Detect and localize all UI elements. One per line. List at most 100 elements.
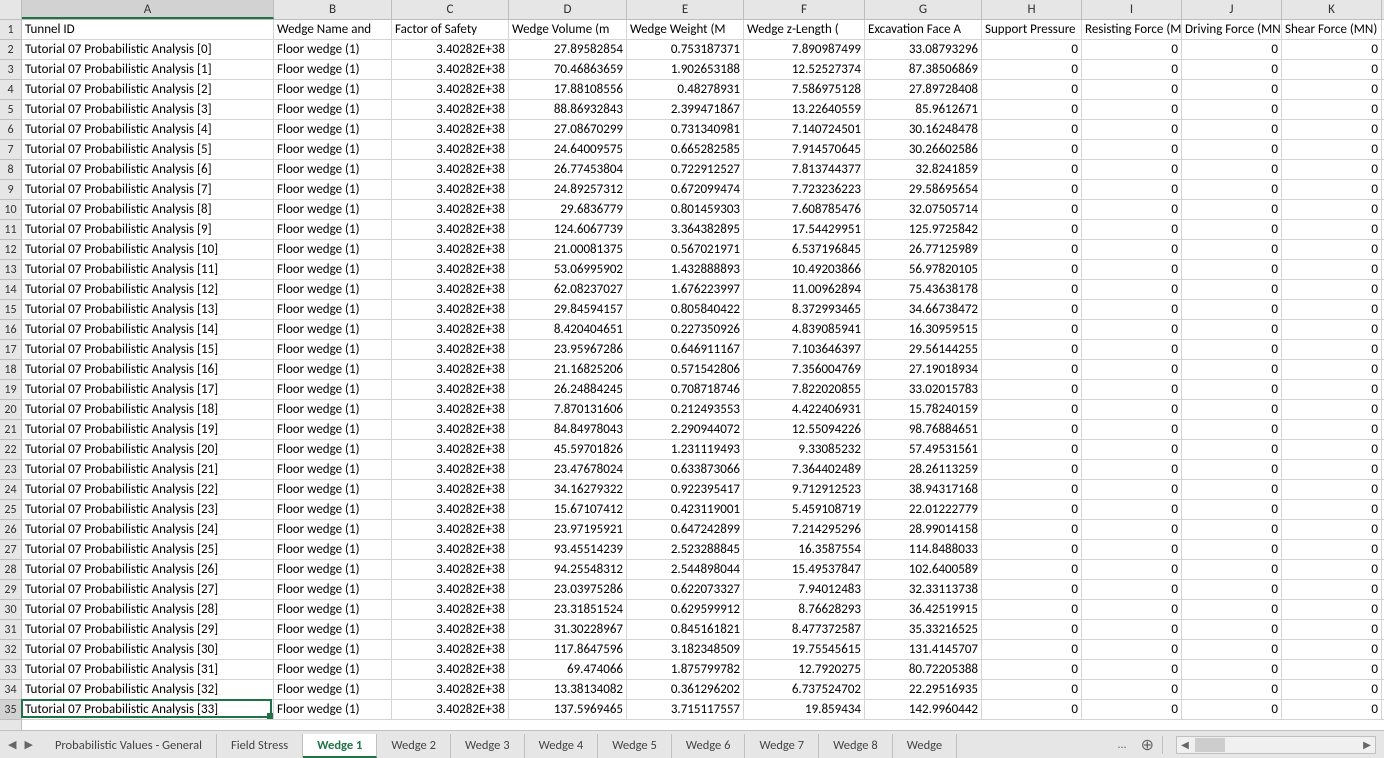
data-cell[interactable]: 0 <box>1182 520 1282 539</box>
row-header[interactable]: 30 <box>0 600 21 620</box>
data-cell[interactable]: 3.40282E+38 <box>392 200 509 219</box>
data-cell[interactable]: Tutorial 07 Probabilistic Analysis [2] <box>22 80 274 99</box>
data-cell[interactable]: 4.422406931 <box>744 400 865 419</box>
data-cell[interactable]: 38.94317168 <box>865 480 982 499</box>
data-cell[interactable]: Tutorial 07 Probabilistic Analysis [0] <box>22 40 274 59</box>
sheet-tab[interactable]: Wedge 4 <box>525 734 599 758</box>
data-cell[interactable]: Tutorial 07 Probabilistic Analysis [26] <box>22 560 274 579</box>
data-cell[interactable]: 102.6400589 <box>865 560 982 579</box>
data-cell[interactable]: Tutorial 07 Probabilistic Analysis [9] <box>22 220 274 239</box>
row-header[interactable]: 24 <box>0 480 21 500</box>
data-cell[interactable]: 2.290944072 <box>627 420 744 439</box>
data-cell[interactable]: 62.08237027 <box>509 280 627 299</box>
data-cell[interactable]: 0 <box>1082 400 1182 419</box>
row-header[interactable]: 9 <box>0 180 21 200</box>
cells-grid[interactable]: Tunnel IDWedge Name andFactor of SafetyW… <box>22 20 1384 730</box>
data-cell[interactable]: Tutorial 07 Probabilistic Analysis [18] <box>22 400 274 419</box>
row-header[interactable]: 14 <box>0 280 21 300</box>
data-cell[interactable]: 0 <box>1082 340 1182 359</box>
data-cell[interactable]: 0 <box>1282 540 1382 559</box>
row-header[interactable]: 1 <box>0 20 21 40</box>
data-cell[interactable]: 53.06995902 <box>509 260 627 279</box>
data-cell[interactable]: 23.95967286 <box>509 340 627 359</box>
row-header[interactable]: 33 <box>0 660 21 680</box>
data-cell[interactable]: 0 <box>1082 120 1182 139</box>
data-cell[interactable]: 3.40282E+38 <box>392 620 509 639</box>
data-cell[interactable]: 0 <box>982 680 1082 699</box>
data-cell[interactable]: 19.859434 <box>744 700 865 719</box>
header-cell[interactable]: Factor of Safety <box>392 20 509 39</box>
row-header[interactable]: 32 <box>0 640 21 660</box>
data-cell[interactable]: 26.77453804 <box>509 160 627 179</box>
data-cell[interactable]: 0 <box>1182 180 1282 199</box>
data-cell[interactable]: Tutorial 07 Probabilistic Analysis [28] <box>22 600 274 619</box>
data-cell[interactable]: 19.75545615 <box>744 640 865 659</box>
row-header[interactable]: 18 <box>0 360 21 380</box>
header-cell[interactable]: Support Pressure <box>982 20 1082 39</box>
row-header[interactable]: 13 <box>0 260 21 280</box>
data-cell[interactable]: Floor wedge (1) <box>274 160 392 179</box>
data-cell[interactable]: Floor wedge (1) <box>274 120 392 139</box>
data-cell[interactable]: 0 <box>1082 140 1182 159</box>
horizontal-scrollbar[interactable]: ◀ ▶ <box>1176 736 1376 754</box>
data-cell[interactable]: 0 <box>1082 360 1182 379</box>
data-cell[interactable]: 12.52527374 <box>744 60 865 79</box>
data-cell[interactable]: 7.103646397 <box>744 340 865 359</box>
data-cell[interactable]: 0 <box>982 100 1082 119</box>
data-cell[interactable]: 0 <box>982 480 1082 499</box>
data-cell[interactable]: 0.845161821 <box>627 620 744 639</box>
data-cell[interactable]: Floor wedge (1) <box>274 60 392 79</box>
data-cell[interactable]: 0 <box>1282 400 1382 419</box>
sheet-tab[interactable]: Wedge <box>893 734 957 758</box>
data-cell[interactable]: Floor wedge (1) <box>274 280 392 299</box>
data-cell[interactable]: 0 <box>1082 60 1182 79</box>
data-cell[interactable]: 0 <box>982 420 1082 439</box>
row-header[interactable]: 7 <box>0 140 21 160</box>
row-header[interactable]: 25 <box>0 500 21 520</box>
data-cell[interactable]: Floor wedge (1) <box>274 640 392 659</box>
select-all-corner[interactable] <box>0 0 22 20</box>
row-header[interactable]: 5 <box>0 100 21 120</box>
data-cell[interactable]: 0 <box>1082 240 1182 259</box>
data-cell[interactable]: 1.432888893 <box>627 260 744 279</box>
data-cell[interactable]: 0 <box>1082 420 1182 439</box>
data-cell[interactable]: 0.423119001 <box>627 500 744 519</box>
data-cell[interactable]: 0 <box>1182 620 1282 639</box>
data-cell[interactable]: 3.364382895 <box>627 220 744 239</box>
data-cell[interactable]: 3.40282E+38 <box>392 120 509 139</box>
data-cell[interactable]: 3.40282E+38 <box>392 560 509 579</box>
data-cell[interactable]: 125.9725842 <box>865 220 982 239</box>
data-cell[interactable]: 29.58695654 <box>865 180 982 199</box>
data-cell[interactable]: 3.40282E+38 <box>392 280 509 299</box>
data-cell[interactable]: 0 <box>1282 600 1382 619</box>
column-header-I[interactable]: I <box>1082 0 1182 19</box>
data-cell[interactable]: 23.97195921 <box>509 520 627 539</box>
data-cell[interactable]: 7.140724501 <box>744 120 865 139</box>
data-cell[interactable]: 12.7920275 <box>744 660 865 679</box>
data-cell[interactable]: Tutorial 07 Probabilistic Analysis [24] <box>22 520 274 539</box>
scroll-right-icon[interactable]: ▶ <box>1359 737 1375 753</box>
data-cell[interactable]: 6.737524702 <box>744 680 865 699</box>
data-cell[interactable]: 0 <box>1182 140 1282 159</box>
sheet-tab[interactable]: Field Stress <box>217 734 303 758</box>
data-cell[interactable]: 88.86932843 <box>509 100 627 119</box>
data-cell[interactable]: Floor wedge (1) <box>274 260 392 279</box>
data-cell[interactable]: 98.76884651 <box>865 420 982 439</box>
data-cell[interactable]: 7.813744377 <box>744 160 865 179</box>
data-cell[interactable]: 7.586975128 <box>744 80 865 99</box>
row-header[interactable]: 20 <box>0 400 21 420</box>
header-cell[interactable]: Tunnel ID <box>22 20 274 39</box>
data-cell[interactable]: 0 <box>982 40 1082 59</box>
data-cell[interactable]: 0.567021971 <box>627 240 744 259</box>
row-header[interactable]: 22 <box>0 440 21 460</box>
row-header[interactable]: 28 <box>0 560 21 580</box>
data-cell[interactable]: 0 <box>1182 640 1282 659</box>
column-header-F[interactable]: F <box>744 0 865 19</box>
data-cell[interactable]: 0 <box>982 600 1082 619</box>
data-cell[interactable]: 10.49203866 <box>744 260 865 279</box>
data-cell[interactable]: 0 <box>1082 260 1182 279</box>
data-cell[interactable]: 26.24884245 <box>509 380 627 399</box>
data-cell[interactable]: 16.3587554 <box>744 540 865 559</box>
data-cell[interactable]: 0 <box>1282 360 1382 379</box>
data-cell[interactable]: 3.40282E+38 <box>392 400 509 419</box>
